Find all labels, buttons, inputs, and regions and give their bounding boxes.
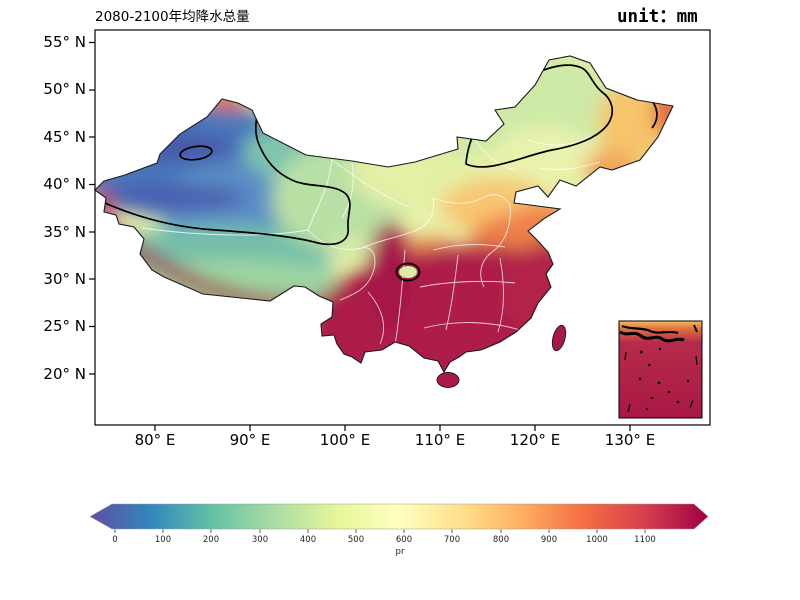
colorbar-bar [89, 503, 709, 530]
colorbar-tick-label: 900 [541, 535, 557, 545]
colorbar-tick-label: 600 [396, 535, 412, 545]
sichuan-low-pocket [399, 266, 417, 278]
colorbar: 0 100 200 300 400 500 600 700 800 900 10… [89, 503, 709, 557]
axes-frame [94, 29, 711, 426]
y-axis: 55° N 50° N 45° N 40° N 35° N 30° N 25° … [43, 33, 95, 383]
figure-title: 2080-2100年均降水总量 [95, 9, 250, 25]
x-tick-label: 120° E [510, 431, 560, 449]
hainan-island [436, 372, 460, 388]
inset-coastlines [619, 324, 698, 413]
colorbar-tick-label: 200 [203, 535, 219, 545]
y-tick-label: 50° N [43, 80, 86, 98]
china-region [95, 56, 673, 372]
colorbar-tick-label: 0 [112, 535, 117, 545]
y-tick-label: 40° N [43, 175, 86, 193]
y-tick-label: 20° N [43, 365, 86, 383]
taiwan-island [551, 324, 567, 352]
colorbar-tick-label: 400 [300, 535, 316, 545]
x-tick-marks [154, 425, 631, 431]
colorbar-tick-label: 300 [252, 535, 268, 545]
y-tick-label: 55° N [43, 33, 86, 51]
south-china-sea-inset [618, 320, 703, 419]
x-tick-label: 110° E [415, 431, 465, 449]
colorbar-axis-label: pr [396, 547, 405, 557]
colorbar-tick-marks [114, 529, 646, 533]
inset-frame [618, 320, 703, 419]
colorbar-tick-label: 1100 [634, 535, 656, 545]
colorbar-tick-label: 700 [444, 535, 460, 545]
y-tick-label: 35° N [43, 223, 86, 241]
sichuan-contour [395, 262, 421, 282]
colorbar-tick-label: 800 [493, 535, 509, 545]
unit-label: unit：mm [617, 7, 698, 27]
y-tick-label: 25° N [43, 317, 86, 335]
y-tick-label: 45° N [43, 128, 86, 146]
x-tick-label: 100° E [320, 431, 370, 449]
x-tick-label: 80° E [135, 431, 176, 449]
x-tick-label: 90° E [230, 431, 271, 449]
colorbar-tick-label: 1000 [586, 535, 608, 545]
province-borders [141, 131, 601, 346]
y-tick-marks [89, 41, 95, 375]
x-tick-label: 130° E [605, 431, 655, 449]
china-outline [94, 55, 674, 374]
y-tick-label: 30° N [43, 270, 86, 288]
precipitation-shading [95, 56, 673, 372]
inset-islands [638, 347, 690, 411]
colorbar-tick-label: 100 [155, 535, 171, 545]
x-axis: 80° E 90° E 100° E 110° E 120° E 130° E [135, 425, 655, 449]
colorbar-tick-label: 500 [348, 535, 364, 545]
